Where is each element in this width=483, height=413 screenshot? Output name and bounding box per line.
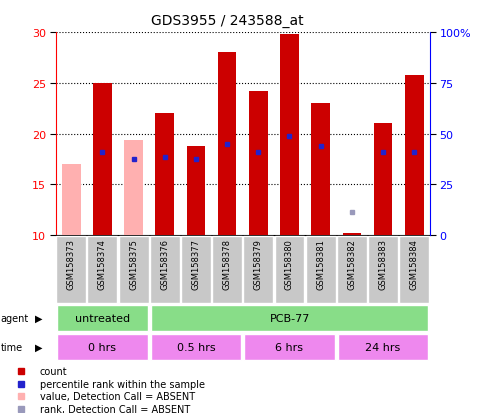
Bar [186,146,205,235]
Bar [368,236,398,303]
Text: GSM158377: GSM158377 [191,238,200,289]
Text: ▶: ▶ [35,342,43,352]
Bar [87,236,117,303]
Bar [399,236,429,303]
Bar [249,92,268,235]
Text: GSM158376: GSM158376 [160,238,169,289]
Text: GSM158374: GSM158374 [98,238,107,289]
Text: GSM158383: GSM158383 [379,238,387,289]
Bar [124,140,143,235]
Text: count: count [40,366,68,376]
Text: rank, Detection Call = ABSENT: rank, Detection Call = ABSENT [40,404,190,413]
Bar [56,236,86,303]
Bar [374,124,392,235]
Bar [93,83,112,235]
Bar [151,334,241,360]
Bar [342,233,361,235]
Text: GSM158382: GSM158382 [347,238,356,289]
Bar [280,35,299,235]
Text: GSM158380: GSM158380 [285,238,294,289]
Text: ▶: ▶ [35,313,43,323]
Bar [244,334,335,360]
Bar [57,305,148,331]
Text: percentile rank within the sample: percentile rank within the sample [40,379,205,389]
Text: GSM158373: GSM158373 [67,238,76,289]
Bar [62,165,81,235]
Bar [156,114,174,235]
Bar [212,236,242,303]
Bar [274,236,304,303]
Text: GSM158378: GSM158378 [223,238,232,289]
Text: 6 hrs: 6 hrs [275,342,303,352]
Text: time: time [0,342,23,352]
Bar [151,305,428,331]
Text: 0.5 hrs: 0.5 hrs [177,342,215,352]
Bar [405,76,424,235]
Bar [306,236,336,303]
Text: GSM158381: GSM158381 [316,238,325,289]
Text: GSM158384: GSM158384 [410,238,419,289]
Bar [243,236,273,303]
Text: PCB-77: PCB-77 [270,313,311,323]
Bar [57,334,148,360]
Text: value, Detection Call = ABSENT: value, Detection Call = ABSENT [40,392,195,401]
Text: 0 hrs: 0 hrs [88,342,116,352]
Text: untreated: untreated [75,313,130,323]
Text: GSM158379: GSM158379 [254,238,263,289]
Text: 24 hrs: 24 hrs [366,342,401,352]
Bar [181,236,211,303]
Text: GSM158375: GSM158375 [129,238,138,289]
Bar [338,334,428,360]
Text: agent: agent [0,313,28,323]
Bar [118,236,148,303]
Bar [337,236,367,303]
Bar [218,53,237,235]
Bar [312,104,330,235]
Bar [150,236,180,303]
Text: GDS3955 / 243588_at: GDS3955 / 243588_at [151,14,303,28]
